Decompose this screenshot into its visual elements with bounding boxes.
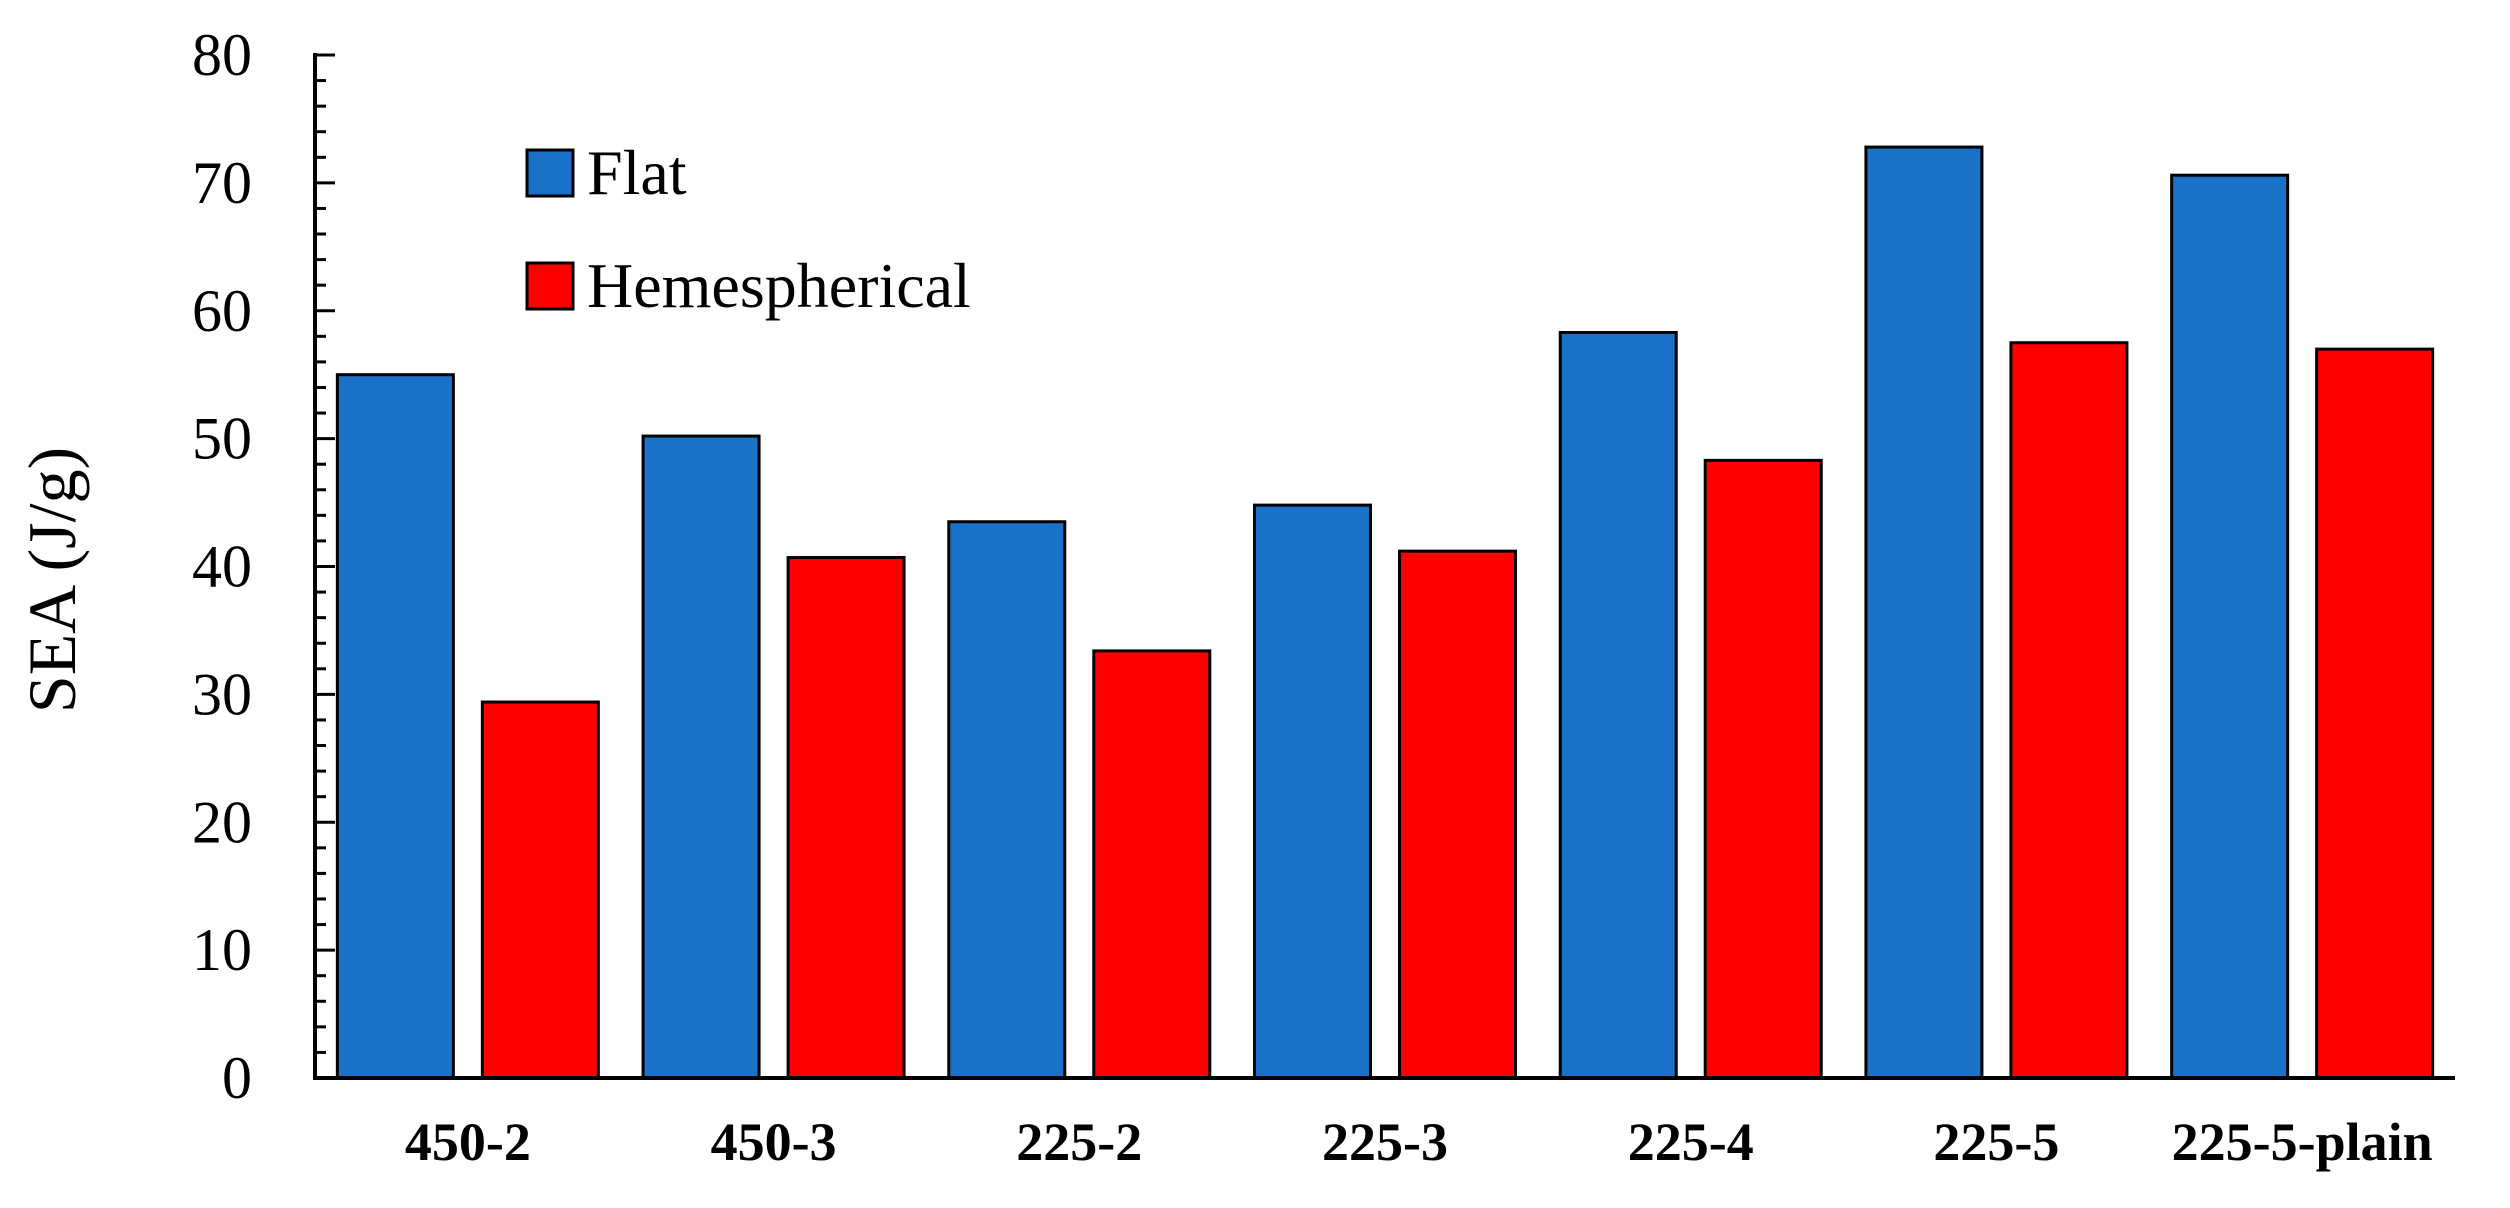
legend-label-flat: Flat [587,137,687,208]
labels-layer: 450-2 450-3 225-2 225-3 225-4 225-5 225-5-plai… [192,22,2433,1172]
x-tick-label: 225-4 [1628,1112,1754,1172]
bar-flat-450-2 [335,373,455,1080]
x-tick-label: 225-5 [1933,1112,2059,1172]
bar-hemespherical-225-3 [1398,549,1517,1080]
x-tick-label: 225-3 [1322,1112,1448,1172]
x-tick-label: 225-5-plain [2172,1112,2433,1172]
x-tick-label: 450-3 [711,1112,837,1172]
y-tick-label: 50 [192,406,252,472]
x-tick-label: 225-2 [1016,1112,1142,1172]
y-tick-label: 60 [192,278,252,344]
legend-swatch-flat [525,148,575,198]
y-axis-title: SEA (J/g) [14,447,90,713]
y-tick-label: 30 [192,661,252,727]
legend: Flat Hemespherical [525,137,971,321]
bar-flat-225-2 [947,520,1067,1080]
bar-flat-225-5-plain [2170,173,2290,1080]
bar-flat-225-4 [1558,330,1678,1080]
y-tick-label: 80 [192,22,252,88]
bar-flat-225-5 [1864,145,1984,1080]
y-tick-label: 10 [192,917,252,983]
bar-flat-225-3 [1253,503,1372,1080]
bar-hemespherical-225-5-plain [2315,347,2435,1080]
ticks-layer [315,53,335,1080]
bar-hemespherical-450-2 [480,700,600,1080]
bars-layer [335,145,2435,1080]
bar-hemespherical-450-3 [786,556,906,1080]
y-tick-label: 40 [192,534,252,600]
bar-hemespherical-225-5 [2009,341,2129,1080]
bar-hemespherical-225-2 [1092,649,1212,1080]
y-tick-label: 70 [192,150,252,216]
legend-label-hemespherical: Hemespherical [587,250,971,321]
bar-flat-450-3 [641,434,761,1080]
legend-swatch-hemespherical [525,261,575,311]
x-tick-label: 450-2 [405,1112,531,1172]
bar-hemespherical-225-4 [1703,458,1823,1080]
y-tick-label: 0 [222,1045,252,1111]
y-tick-label: 20 [192,789,252,855]
